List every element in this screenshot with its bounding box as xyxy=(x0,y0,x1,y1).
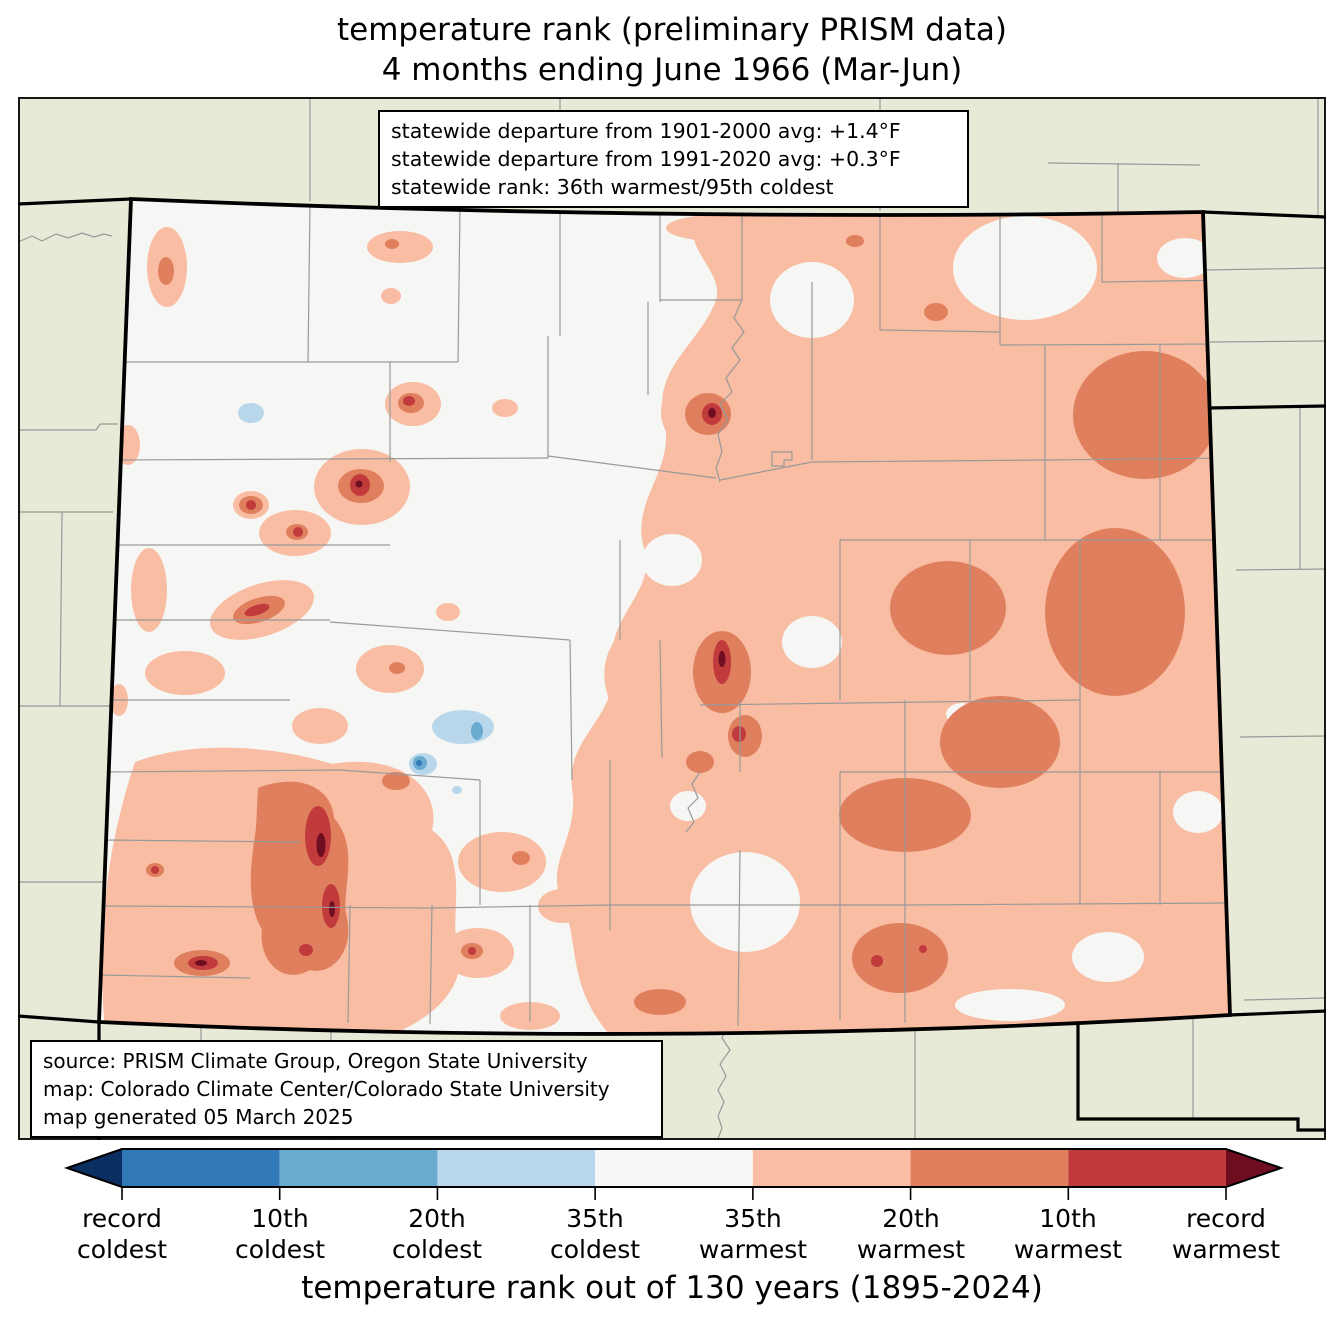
colorado-state-outline xyxy=(97,197,1232,1036)
map-credit-line: map: Colorado Climate Center/Colorado St… xyxy=(43,1077,610,1101)
colorado-temperature-rank-map xyxy=(18,97,1326,1140)
colorbar-label-record-coldest: record coldest xyxy=(76,1204,168,1264)
colorbar-label-20th-coldest: 20th coldest xyxy=(391,1204,483,1264)
page-title-line1: temperature rank (preliminary PRISM data… xyxy=(336,12,1007,48)
stats-departure-1991-2020: statewide departure from 1991-2020 avg: … xyxy=(391,147,901,171)
colorbar-label-35th-coldest: 35th coldest xyxy=(549,1204,641,1264)
colorbar-label-35th-warmest: 35th warmest xyxy=(698,1204,808,1264)
colorbar-label-10th-coldest: 10th coldest xyxy=(234,1204,326,1264)
generated-date-line: map generated 05 March 2025 xyxy=(43,1105,354,1129)
colorbar-label-10th-warmest: 10th warmest xyxy=(1013,1204,1123,1264)
map-frame xyxy=(18,97,1326,1140)
contour-fill-layer xyxy=(99,199,1230,1034)
colorbar-ticks xyxy=(121,1187,1227,1200)
colorbar-label-record-warmest: record warmest xyxy=(1171,1204,1281,1264)
colorado-county-lines xyxy=(99,202,1230,1027)
page-title-line2: 4 months ending June 1966 (Mar-Jun) xyxy=(381,52,963,88)
temperature-rank-colorbar xyxy=(63,1148,1285,1200)
statewide-stats-box: statewide departure from 1901-2000 avg: … xyxy=(378,110,969,208)
neighbor-state-borders xyxy=(18,197,1326,1140)
colorbar-label-20th-warmest: 20th warmest xyxy=(856,1204,966,1264)
colorbar-axis-title: temperature rank out of 130 years (1895-… xyxy=(301,1270,1043,1306)
stats-rank: statewide rank: 36th warmest/95th coldes… xyxy=(391,175,834,199)
stats-departure-1901-2000: statewide departure from 1901-2000 avg: … xyxy=(391,119,901,143)
map-area xyxy=(18,97,1326,1140)
source-credit-box: source: PRISM Climate Group, Oregon Stat… xyxy=(30,1040,663,1138)
colorbar-segments xyxy=(63,1148,1285,1188)
source-line: source: PRISM Climate Group, Oregon Stat… xyxy=(43,1049,588,1073)
